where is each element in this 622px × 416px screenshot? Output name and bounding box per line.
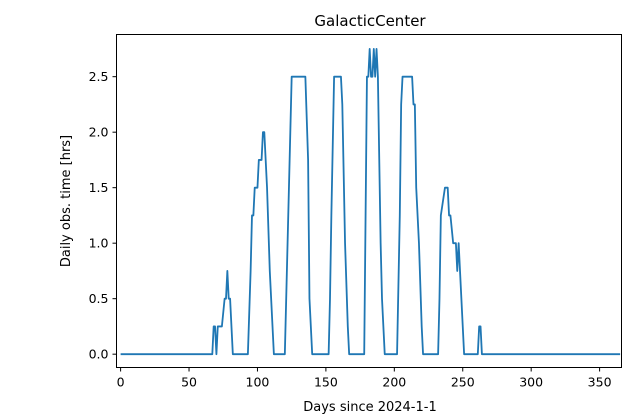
y-tick-label: 2.5 xyxy=(89,69,109,84)
y-tick-label: 0.0 xyxy=(89,347,109,362)
plot-frame xyxy=(116,34,622,368)
y-axis-label: Daily obs. time [hrs] xyxy=(59,135,74,267)
y-tick-label: 1.0 xyxy=(89,236,109,251)
y-axis: 0.0 0.5 1.0 1.5 2.0 2.5 xyxy=(89,69,117,362)
x-tick-label: 250 xyxy=(451,375,475,390)
x-tick-label: 0 xyxy=(117,375,125,390)
x-tick-label: 350 xyxy=(588,375,612,390)
x-axis: 0 50 100 150 200 250 300 350 xyxy=(117,367,612,390)
x-tick-label: 50 xyxy=(181,375,197,390)
series-line-0 xyxy=(120,48,621,356)
x-tick-label: 300 xyxy=(519,375,543,390)
x-tick-label: 150 xyxy=(314,375,338,390)
y-tick-label: 0.5 xyxy=(89,291,109,306)
x-tick-label: 100 xyxy=(246,375,270,390)
x-tick-label: 200 xyxy=(382,375,406,390)
y-tick-label: 2.0 xyxy=(89,125,109,140)
chart-title: GalacticCenter xyxy=(314,12,426,30)
x-axis-label: Days since 2024-1-1 xyxy=(303,400,437,415)
y-tick-label: 1.5 xyxy=(89,180,109,195)
plot-area xyxy=(120,48,621,356)
